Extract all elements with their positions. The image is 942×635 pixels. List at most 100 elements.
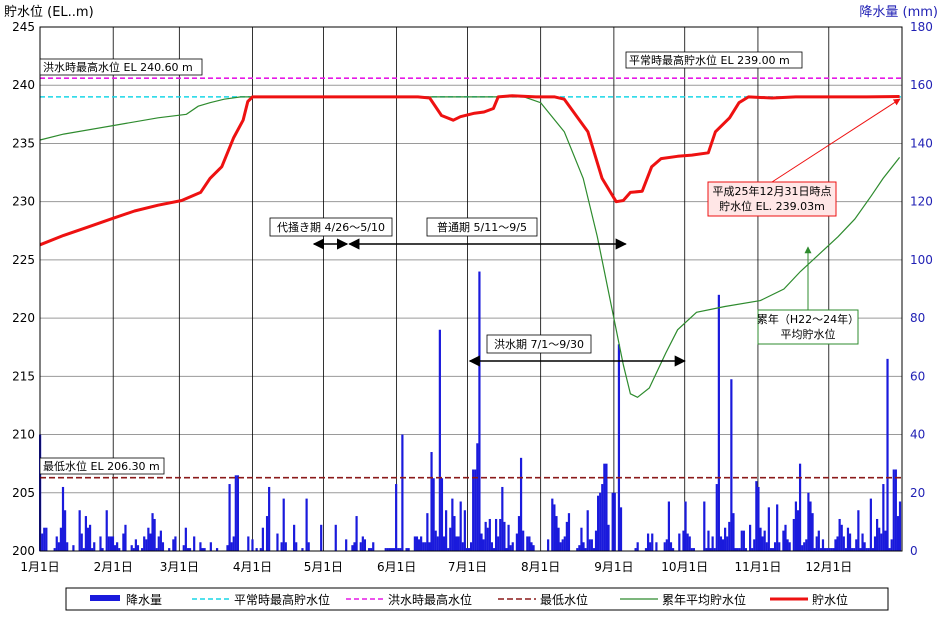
rain-bar <box>430 452 433 551</box>
legend-box <box>65 587 889 611</box>
rain-bar <box>782 530 785 551</box>
rain-bar <box>761 536 764 551</box>
rain-bar <box>690 548 693 551</box>
rain-bar <box>293 524 296 551</box>
rain-bar <box>147 527 150 551</box>
rain-bar <box>684 501 687 551</box>
legend-rain-swatch <box>90 595 120 601</box>
period-normal-box <box>426 217 538 237</box>
rain-bar <box>478 271 481 551</box>
rain-bar <box>898 501 902 551</box>
y-left-tick-label: 200 <box>12 544 35 558</box>
rain-bar <box>711 536 714 551</box>
rain-bar <box>153 518 156 551</box>
rain-bar <box>111 536 115 551</box>
rain-bar <box>838 518 841 551</box>
rain-bar <box>530 542 533 551</box>
rain-bar <box>607 524 610 551</box>
rain-bar <box>295 542 298 551</box>
rain-bar <box>788 542 791 551</box>
rain-bar <box>884 530 887 551</box>
y-left-tick-label: 245 <box>12 20 35 34</box>
x-tick-label: 5月1日 <box>304 560 343 574</box>
rain-bar <box>363 539 367 551</box>
legend-normal-max-label: 平常時最高貯水位 <box>234 592 330 607</box>
rain-bar <box>828 548 831 551</box>
rain-bar <box>251 539 254 551</box>
rain-bar <box>445 510 448 551</box>
rain-bar <box>413 536 416 551</box>
y-right-tick-label: 120 <box>910 195 933 209</box>
rain-bar <box>428 542 431 551</box>
y-right-tick-label: 0 <box>910 544 918 558</box>
y-right-tick-label: 180 <box>910 20 933 34</box>
x-tick-label: 4月1日 <box>233 560 272 574</box>
plot-area <box>40 27 902 551</box>
rain-bar <box>305 498 308 551</box>
rain-bar <box>359 542 362 551</box>
rain-bar <box>484 521 487 551</box>
rain-bar <box>184 527 187 551</box>
rain-bar <box>715 484 718 551</box>
rain-bar <box>655 542 658 551</box>
rain-bar <box>801 545 804 551</box>
avg-label-box <box>757 309 859 345</box>
rain-bar <box>896 516 900 551</box>
rain-bar <box>55 536 58 551</box>
rain-bar <box>636 542 639 551</box>
rain-bar <box>859 548 862 551</box>
rain-bar <box>88 524 92 551</box>
rain-bar <box>78 510 81 551</box>
rain-bar <box>532 545 535 551</box>
rain-bar <box>792 518 795 551</box>
rain-bar <box>821 539 825 551</box>
rain-bar <box>819 548 822 551</box>
rain-bar <box>578 545 581 551</box>
rain-bar <box>301 548 304 551</box>
period-puddling-box <box>269 217 393 237</box>
legend-flood-max-label: 洪水時最高水位 <box>388 592 472 607</box>
y-left-tick-label: 205 <box>12 486 35 500</box>
period-normal: 普通期 5/11〜9/5 <box>437 220 527 234</box>
rain-bar <box>617 344 621 551</box>
rain-bar <box>869 498 872 551</box>
rain-bar <box>453 516 456 551</box>
rain-bar <box>786 539 789 551</box>
rain-bar <box>757 486 760 551</box>
rain-bar <box>161 542 165 551</box>
rain-bar <box>853 548 856 551</box>
rain-bar <box>488 518 491 551</box>
rain-bar <box>355 516 358 551</box>
rain-bar <box>753 539 756 551</box>
rain-bar <box>457 536 460 551</box>
rain-bar <box>66 542 69 551</box>
rain-bar <box>72 545 75 551</box>
rain-bar <box>669 542 673 551</box>
rain-bar <box>465 548 469 551</box>
rain-bar <box>703 501 706 551</box>
rain-bar <box>203 548 206 551</box>
rain-bar <box>522 530 525 551</box>
rain-bar <box>351 545 354 551</box>
rain-bar <box>230 542 233 551</box>
rain-bar <box>551 498 554 551</box>
final-level-box <box>707 181 837 217</box>
rain-bar <box>91 548 94 551</box>
rain-bar <box>232 536 235 551</box>
rain-bar <box>855 539 858 551</box>
rain-bar <box>813 548 816 551</box>
legend-avg-label: 累年平均貯水位 <box>662 592 746 607</box>
rain-bar <box>463 510 466 551</box>
rain-bar <box>511 542 514 551</box>
rain-bar <box>634 548 637 551</box>
rain-bar <box>798 463 802 551</box>
rain-bar <box>678 533 681 551</box>
rain-bar <box>261 527 264 551</box>
rain-bar <box>280 542 283 551</box>
rain-bar <box>105 510 108 551</box>
rain-bar <box>392 548 396 551</box>
rain-bar <box>440 478 444 551</box>
rain-bar <box>407 548 410 551</box>
rain-bar <box>876 518 879 551</box>
